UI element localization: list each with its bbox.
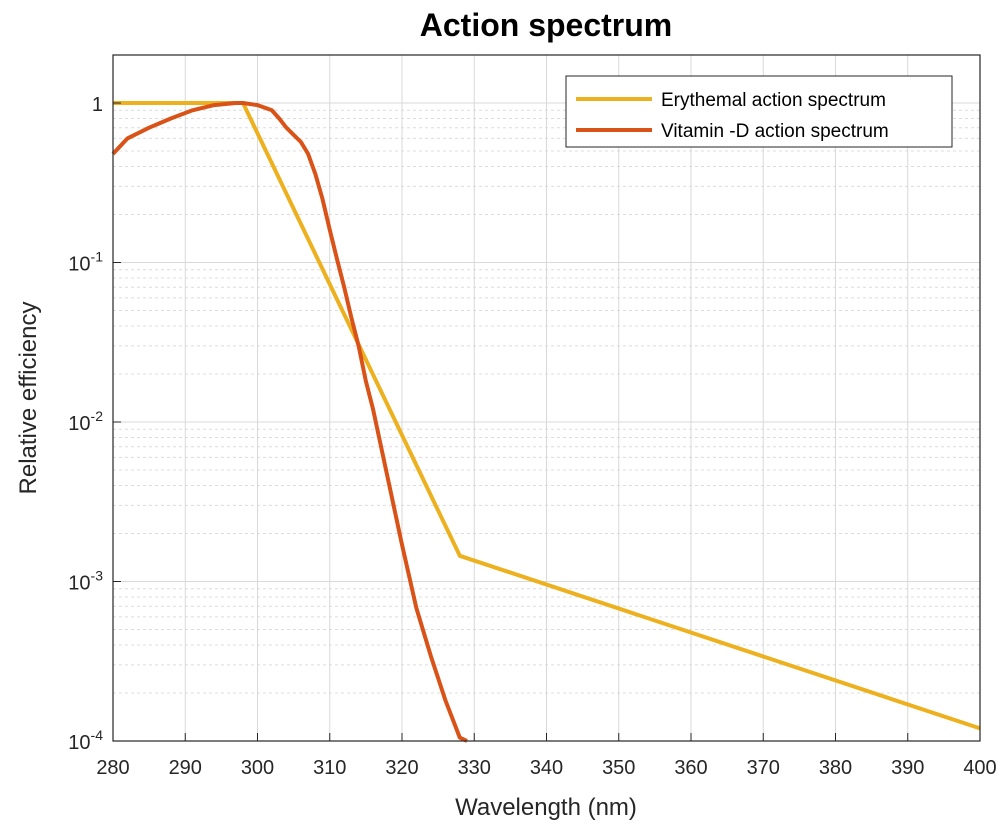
y-axis-label: Relative efficiency: [15, 302, 42, 495]
x-tick-label: 310: [313, 757, 346, 779]
x-tick-label: 370: [747, 757, 780, 779]
x-tick-label: 400: [963, 757, 996, 779]
x-tick-label: 280: [96, 757, 129, 779]
x-tick-label: 290: [169, 757, 202, 779]
x-tick-label: 360: [674, 757, 707, 779]
x-tick-label: 380: [819, 757, 852, 779]
legend-label-vitamin-d: Vitamin -D action spectrum: [661, 121, 889, 142]
x-tick-label: 340: [530, 757, 563, 779]
legend: Erythemal action spectrum Vitamin -D act…: [566, 76, 952, 147]
chart-title: Action spectrum: [420, 7, 672, 43]
x-axis-label: Wavelength (nm): [455, 794, 637, 821]
x-tick-label: 350: [602, 757, 635, 779]
x-tick-label: 300: [241, 757, 274, 779]
x-tick-label: 390: [891, 757, 924, 779]
x-tick-label: 320: [385, 757, 418, 779]
x-tick-label: 330: [458, 757, 491, 779]
y-tick-label: 1: [92, 94, 103, 116]
legend-label-erythemal: Erythemal action spectrum: [661, 90, 886, 111]
